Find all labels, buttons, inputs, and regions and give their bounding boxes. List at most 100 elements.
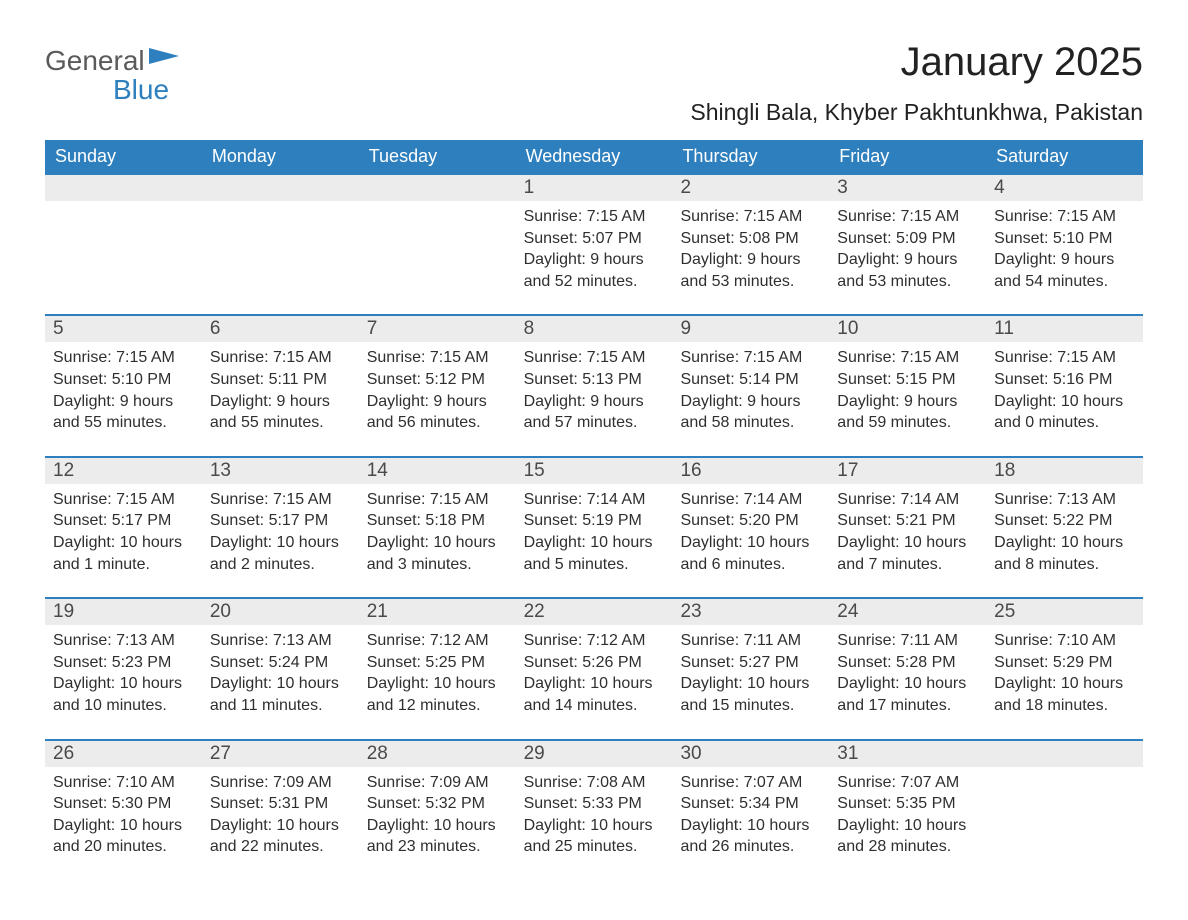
day-info: Sunrise: 7:08 AMSunset: 5:33 PMDaylight:… (516, 767, 673, 858)
day-info: Sunrise: 7:15 AMSunset: 5:07 PMDaylight:… (516, 201, 673, 292)
daylight-text: Daylight: 10 hours and 26 minutes. (680, 815, 821, 858)
date-number: 11 (986, 314, 1143, 342)
sunset-text: Sunset: 5:15 PM (837, 369, 978, 391)
sunset-text: Sunset: 5:31 PM (210, 793, 351, 815)
day-info: Sunrise: 7:15 AMSunset: 5:12 PMDaylight:… (359, 342, 516, 433)
sunrise-text: Sunrise: 7:15 AM (837, 206, 978, 228)
month-title: January 2025 (690, 40, 1143, 85)
date-number: 17 (829, 456, 986, 484)
sunrise-text: Sunrise: 7:12 AM (367, 630, 508, 652)
sunset-text: Sunset: 5:30 PM (53, 793, 194, 815)
date-number: 8 (516, 314, 673, 342)
daylight-text: Daylight: 9 hours and 58 minutes. (680, 391, 821, 434)
date-number: 5 (45, 314, 202, 342)
sunrise-text: Sunrise: 7:10 AM (53, 772, 194, 794)
weekday-label: Friday (829, 140, 986, 173)
sunset-text: Sunset: 5:24 PM (210, 652, 351, 674)
calendar-cell: 28Sunrise: 7:09 AMSunset: 5:32 PMDayligh… (359, 739, 516, 880)
sunset-text: Sunset: 5:17 PM (53, 510, 194, 532)
date-number: . (359, 173, 516, 201)
sunrise-text: Sunrise: 7:08 AM (524, 772, 665, 794)
date-number: 3 (829, 173, 986, 201)
daylight-text: Daylight: 10 hours and 0 minutes. (994, 391, 1135, 434)
sunrise-text: Sunrise: 7:15 AM (524, 206, 665, 228)
day-info: Sunrise: 7:14 AMSunset: 5:19 PMDaylight:… (516, 484, 673, 575)
calendar-cell: 4Sunrise: 7:15 AMSunset: 5:10 PMDaylight… (986, 173, 1143, 314)
sunrise-text: Sunrise: 7:15 AM (53, 347, 194, 369)
calendar-cell: 6Sunrise: 7:15 AMSunset: 5:11 PMDaylight… (202, 314, 359, 455)
sunset-text: Sunset: 5:33 PM (524, 793, 665, 815)
daylight-text: Daylight: 10 hours and 6 minutes. (680, 532, 821, 575)
calendar-cell: 24Sunrise: 7:11 AMSunset: 5:28 PMDayligh… (829, 597, 986, 738)
date-number: 23 (672, 597, 829, 625)
weekday-label: Sunday (45, 140, 202, 173)
day-info: Sunrise: 7:13 AMSunset: 5:24 PMDaylight:… (202, 625, 359, 716)
calendar-cell: 2Sunrise: 7:15 AMSunset: 5:08 PMDaylight… (672, 173, 829, 314)
sunset-text: Sunset: 5:35 PM (837, 793, 978, 815)
sunset-text: Sunset: 5:16 PM (994, 369, 1135, 391)
sunset-text: Sunset: 5:18 PM (367, 510, 508, 532)
daylight-text: Daylight: 10 hours and 12 minutes. (367, 673, 508, 716)
calendar-cell: . (359, 173, 516, 314)
day-info: Sunrise: 7:15 AMSunset: 5:11 PMDaylight:… (202, 342, 359, 433)
daylight-text: Daylight: 10 hours and 22 minutes. (210, 815, 351, 858)
calendar-cell: 12Sunrise: 7:15 AMSunset: 5:17 PMDayligh… (45, 456, 202, 597)
daylight-text: Daylight: 10 hours and 8 minutes. (994, 532, 1135, 575)
daylight-text: Daylight: 9 hours and 53 minutes. (680, 249, 821, 292)
day-info: Sunrise: 7:15 AMSunset: 5:16 PMDaylight:… (986, 342, 1143, 433)
location-text: Shingli Bala, Khyber Pakhtunkhwa, Pakist… (690, 99, 1143, 126)
sunset-text: Sunset: 5:27 PM (680, 652, 821, 674)
sunrise-text: Sunrise: 7:13 AM (994, 489, 1135, 511)
sunset-text: Sunset: 5:21 PM (837, 510, 978, 532)
date-number: 21 (359, 597, 516, 625)
calendar-cell: 22Sunrise: 7:12 AMSunset: 5:26 PMDayligh… (516, 597, 673, 738)
sunset-text: Sunset: 5:25 PM (367, 652, 508, 674)
weekday-label: Monday (202, 140, 359, 173)
page-header: General Blue January 2025 Shingli Bala, … (45, 40, 1143, 134)
daylight-text: Daylight: 10 hours and 5 minutes. (524, 532, 665, 575)
calendar-cell: 23Sunrise: 7:11 AMSunset: 5:27 PMDayligh… (672, 597, 829, 738)
sunrise-text: Sunrise: 7:13 AM (53, 630, 194, 652)
date-number: 29 (516, 739, 673, 767)
calendar-cell: 3Sunrise: 7:15 AMSunset: 5:09 PMDaylight… (829, 173, 986, 314)
daylight-text: Daylight: 10 hours and 20 minutes. (53, 815, 194, 858)
calendar-cell: 8Sunrise: 7:15 AMSunset: 5:13 PMDaylight… (516, 314, 673, 455)
daylight-text: Daylight: 10 hours and 10 minutes. (53, 673, 194, 716)
date-number: 31 (829, 739, 986, 767)
calendar-cell: 14Sunrise: 7:15 AMSunset: 5:18 PMDayligh… (359, 456, 516, 597)
daylight-text: Daylight: 9 hours and 55 minutes. (210, 391, 351, 434)
day-info: Sunrise: 7:11 AMSunset: 5:28 PMDaylight:… (829, 625, 986, 716)
calendar-week: 5Sunrise: 7:15 AMSunset: 5:10 PMDaylight… (45, 314, 1143, 455)
calendar-cell: 25Sunrise: 7:10 AMSunset: 5:29 PMDayligh… (986, 597, 1143, 738)
sunset-text: Sunset: 5:08 PM (680, 228, 821, 250)
calendar-cell: . (202, 173, 359, 314)
daylight-text: Daylight: 10 hours and 18 minutes. (994, 673, 1135, 716)
calendar-cell: 20Sunrise: 7:13 AMSunset: 5:24 PMDayligh… (202, 597, 359, 738)
sunrise-text: Sunrise: 7:15 AM (994, 206, 1135, 228)
date-number: 9 (672, 314, 829, 342)
daylight-text: Daylight: 9 hours and 54 minutes. (994, 249, 1135, 292)
calendar-cell: 10Sunrise: 7:15 AMSunset: 5:15 PMDayligh… (829, 314, 986, 455)
sunrise-text: Sunrise: 7:15 AM (210, 347, 351, 369)
sunrise-text: Sunrise: 7:12 AM (524, 630, 665, 652)
weekday-label: Tuesday (359, 140, 516, 173)
weekday-label: Saturday (986, 140, 1143, 173)
date-number: 15 (516, 456, 673, 484)
date-number: 18 (986, 456, 1143, 484)
logo-top-row: General (45, 46, 179, 75)
date-number: 26 (45, 739, 202, 767)
calendar-cell: 30Sunrise: 7:07 AMSunset: 5:34 PMDayligh… (672, 739, 829, 880)
day-info: Sunrise: 7:14 AMSunset: 5:20 PMDaylight:… (672, 484, 829, 575)
day-info: Sunrise: 7:10 AMSunset: 5:30 PMDaylight:… (45, 767, 202, 858)
date-number: 1 (516, 173, 673, 201)
day-info: Sunrise: 7:07 AMSunset: 5:35 PMDaylight:… (829, 767, 986, 858)
date-number: 6 (202, 314, 359, 342)
calendar-cell: 11Sunrise: 7:15 AMSunset: 5:16 PMDayligh… (986, 314, 1143, 455)
date-number: 30 (672, 739, 829, 767)
sunrise-text: Sunrise: 7:07 AM (680, 772, 821, 794)
sunrise-text: Sunrise: 7:13 AM (210, 630, 351, 652)
sunset-text: Sunset: 5:17 PM (210, 510, 351, 532)
date-number: 10 (829, 314, 986, 342)
calendar-cell: 21 Sunrise: 7:12 AMSunset: 5:25 PMDayligh… (359, 597, 516, 738)
sunrise-text: Sunrise: 7:15 AM (680, 206, 821, 228)
